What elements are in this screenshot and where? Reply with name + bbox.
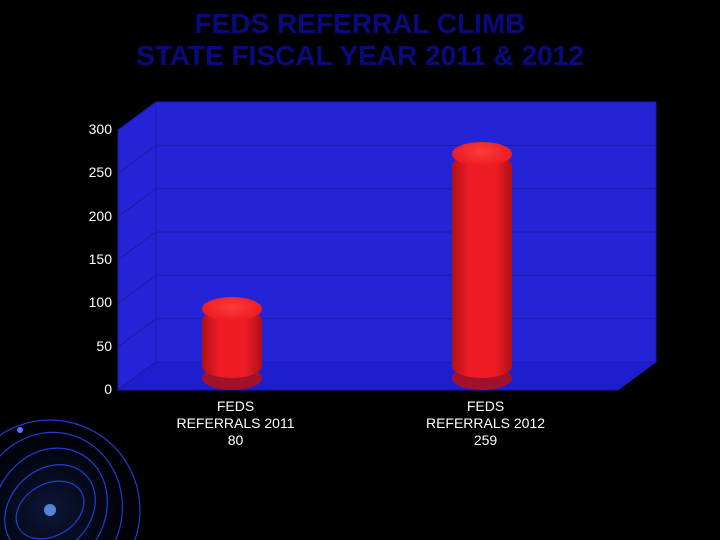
y-tick-label: 250 [68, 164, 112, 180]
y-tick-label: 100 [68, 294, 112, 310]
chart-walls [108, 92, 668, 412]
x-category-label: FEDS REFERRALS 2012 259 [373, 398, 598, 448]
y-tick-label: 300 [68, 121, 112, 137]
y-tick-label: 0 [68, 381, 112, 397]
bar-cylinder [202, 309, 262, 378]
chart-title: FEDS REFERRAL CLIMB STATE FISCAL YEAR 20… [0, 8, 720, 72]
y-tick-label: 50 [68, 338, 112, 354]
bar-top [202, 297, 262, 321]
y-tick-label: 150 [68, 251, 112, 267]
chart-3d-area: 050100150200250300 FEDS REFERRALS 2011 8… [118, 102, 658, 402]
y-tick-label: 200 [68, 208, 112, 224]
bar-cylinder [452, 154, 512, 378]
bar-top [452, 142, 512, 166]
x-category-label: FEDS REFERRALS 2011 80 [123, 398, 348, 448]
bar-body [452, 154, 512, 378]
